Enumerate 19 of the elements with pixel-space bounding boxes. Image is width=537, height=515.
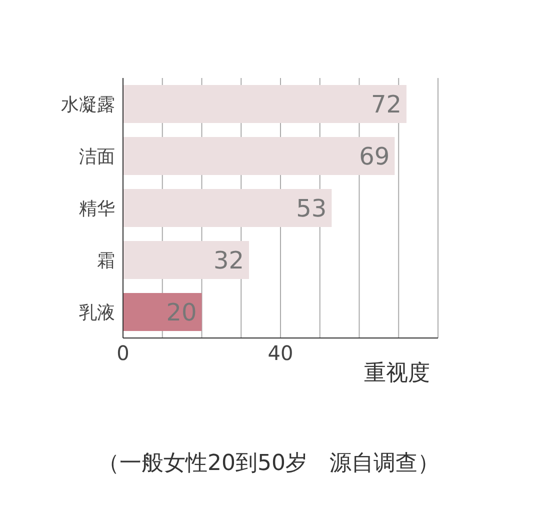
data-label: 69 (359, 142, 390, 171)
y-tick-label: 霜 (97, 250, 115, 272)
bar (123, 85, 406, 123)
data-label: 53 (296, 194, 327, 223)
data-label: 72 (370, 90, 402, 119)
bar (123, 293, 202, 331)
x-tick-label: 40 (268, 341, 294, 366)
text: （一般女性20到50岁 源自调查） (96, 450, 440, 478)
y-tick-label: 水凝露 (61, 94, 115, 116)
y-tick-label: 乳液 (79, 302, 115, 324)
data-label: 32 (213, 246, 244, 275)
x-tick-label: 0 (116, 341, 130, 366)
x-axis-title: 重视度 (364, 361, 430, 386)
y-tick-label: 精华 (79, 198, 115, 220)
bar (123, 241, 249, 279)
bar (123, 189, 332, 227)
bar (123, 137, 395, 175)
data-label: 20 (166, 298, 197, 327)
y-tick-label: 洁面 (79, 146, 115, 168)
